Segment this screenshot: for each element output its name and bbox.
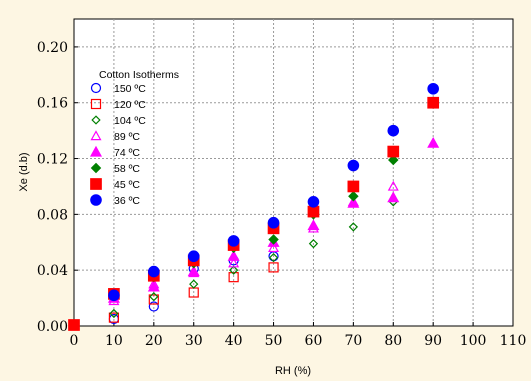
data-point (347, 196, 360, 208)
legend-label: 104 ºC (114, 115, 146, 127)
legend-marker (90, 194, 102, 206)
data-point (307, 196, 320, 208)
y-tick-label: 0.20 (37, 40, 68, 56)
x-tick-label: 0 (70, 333, 79, 349)
data-point (68, 319, 80, 331)
data-point (427, 96, 440, 109)
data-point (268, 234, 279, 245)
legend: Cotton Isotherms 150 ºC 120 ºC 104 ºC 89 ºC 7… (89, 69, 179, 207)
data-point (147, 280, 160, 292)
data-point (108, 312, 120, 323)
x-tick-label: 20 (145, 333, 163, 349)
legend-item: 45 ºC (90, 178, 140, 191)
data-point (228, 265, 239, 275)
legend-marker (90, 98, 102, 110)
data-point (347, 159, 360, 172)
legend-item: 74 ºC (89, 145, 140, 159)
data-point (187, 265, 200, 277)
data-point (108, 289, 120, 302)
data-point (347, 180, 360, 193)
data-point (348, 222, 359, 232)
y-axis-title: Xe (d.b) (18, 152, 30, 191)
legend-marker (91, 115, 101, 125)
legend-label: 36 ºC (114, 195, 140, 207)
data-point (268, 262, 279, 273)
data-point (189, 279, 199, 289)
legend-item: 150 ºC (90, 82, 146, 95)
data-point (227, 235, 240, 247)
y-tick-label: 0.04 (37, 263, 68, 279)
legend-label: 45 ºC (114, 179, 140, 191)
data-point (307, 219, 320, 231)
legend-label: 150 ºC (114, 83, 146, 95)
x-tick-label: 30 (185, 333, 203, 349)
legend-label: 58 ºC (114, 163, 140, 175)
data-point (387, 191, 400, 203)
legend-marker (90, 82, 102, 94)
data-point (187, 250, 200, 263)
legend-marker (90, 178, 102, 190)
x-tick-label: 40 (225, 333, 243, 349)
x-tick-label: 60 (305, 333, 323, 349)
legend-item: 104 ºC (91, 115, 146, 127)
series-1 (108, 262, 279, 323)
x-tick-label: 50 (265, 333, 283, 349)
data-point (387, 180, 399, 191)
legend-marker (89, 145, 103, 157)
legend-label: 74 ºC (114, 147, 140, 159)
x-tick-label: 10 (105, 333, 123, 349)
data-point (388, 154, 399, 166)
grid-lines (74, 19, 513, 326)
x-tick-label: 80 (384, 333, 402, 349)
data-point (427, 136, 440, 148)
x-tick-label: 90 (424, 333, 442, 349)
x-tick-label: 70 (344, 333, 362, 349)
data-point (227, 249, 240, 261)
legend-title: Cotton Isotherms (99, 69, 179, 81)
data-point (268, 242, 280, 253)
axis-ticks: 0 10 20 30 40 50 60 70 80 90 100 110 0.00 0.04 0.08 0.1… (37, 40, 527, 349)
data-markers (68, 82, 440, 331)
data-point (109, 308, 119, 319)
legend-marker (90, 130, 102, 141)
legend-label: 89 ºC (114, 131, 140, 143)
legend-item: 58 ºC (90, 162, 140, 175)
y-tick-label: 0.08 (37, 207, 68, 223)
plot-area (73, 18, 514, 327)
data-point (228, 272, 239, 283)
data-point (387, 124, 400, 137)
x-tick-label: 100 (460, 333, 487, 349)
data-point (148, 265, 160, 278)
legend-item: 36 ºC (90, 194, 140, 207)
x-tick-label: 110 (500, 333, 527, 349)
legend-item: 120 ºC (90, 98, 146, 111)
data-point (307, 205, 320, 218)
data-point (149, 292, 159, 302)
data-point (228, 257, 240, 268)
data-point (148, 294, 159, 305)
y-tick-label: 0.16 (37, 96, 68, 112)
y-tick-label: 0.12 (37, 152, 68, 168)
data-point (148, 301, 159, 312)
legend-marker (90, 162, 102, 174)
x-axis-title: RH (%) (275, 365, 311, 377)
data-point (387, 145, 400, 158)
legend-item: 89 ºC (90, 130, 140, 143)
y-tick-label: 0.00 (37, 319, 68, 335)
data-point (308, 239, 319, 249)
data-point (268, 252, 279, 263)
legend-label: 120 ºC (114, 99, 146, 111)
data-point (267, 216, 280, 229)
data-point (348, 190, 359, 202)
data-point (427, 82, 439, 95)
series-7 (108, 82, 439, 302)
